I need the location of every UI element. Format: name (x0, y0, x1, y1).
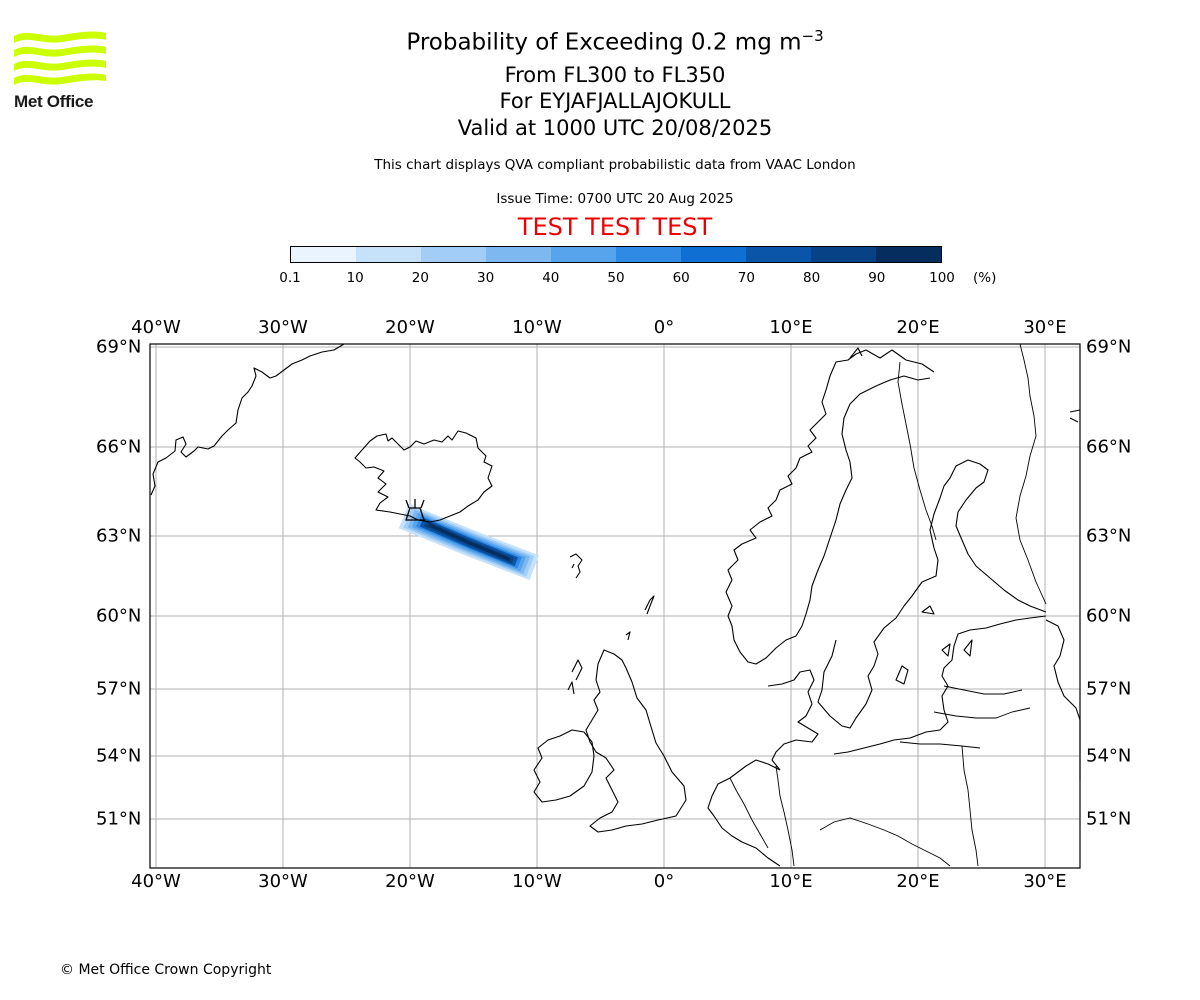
longitude-label: 10°E (769, 317, 813, 338)
colorbar-tick-label: 40 (542, 270, 560, 286)
valid-time: Valid at 1000 UTC 20/08/2025 (457, 116, 773, 140)
latitude-label: 66°N (96, 436, 142, 458)
volcano-name: For EYJAFJALLAJOKULL (499, 89, 731, 113)
gulf-of-finland-coast (833, 615, 1047, 755)
colorbar-tick-label: 10 (346, 270, 364, 286)
latitude-label: 66°N (1086, 436, 1132, 458)
longitude-label: 10°W (512, 871, 562, 892)
longitude-label: 20°E (896, 317, 940, 338)
norway-coast (725, 349, 935, 665)
faroe-islands (569, 553, 583, 579)
country-borders (729, 343, 1047, 867)
longitude-label: 20°E (896, 871, 940, 892)
latitude-label: 60°N (96, 605, 142, 627)
iceland-coast (354, 430, 493, 523)
test-banner: TEST TEST TEST (517, 213, 713, 241)
baltic-islands (895, 605, 973, 685)
ash-probability-plume (398, 503, 540, 581)
great-britain-coast (585, 649, 687, 833)
continental-coast (707, 759, 781, 867)
colorbar-segment (616, 247, 681, 262)
colorbar-tick-label: 100 (929, 270, 955, 286)
probability-colorbar (290, 246, 942, 263)
volcano-icon (405, 499, 425, 521)
sweden-finland-coast (809, 375, 1047, 729)
svalbard-hint (849, 347, 1081, 423)
longitude-label: 20°W (385, 871, 435, 892)
graticule (150, 344, 1080, 868)
latitude-label: 69°N (1086, 336, 1132, 358)
colorbar-tick-label: 50 (607, 270, 625, 286)
colorbar-segment (551, 247, 616, 262)
colorbar-segment (486, 247, 551, 262)
latitude-label: 63°N (1086, 525, 1132, 547)
colorbar-segment (291, 247, 356, 262)
longitude-label: 0° (653, 317, 675, 338)
colorbar-unit: (%) (973, 270, 997, 286)
met-office-logo: Met Office (14, 30, 109, 112)
latitude-label: 51°N (1086, 808, 1132, 830)
chart-title: Probability of Exceeding 0.2 mg m−3 (406, 27, 824, 56)
shetland-islands (625, 595, 655, 641)
map-frame (149, 343, 1081, 869)
latitude-label: 63°N (96, 525, 142, 547)
longitude-label: 30°E (1023, 871, 1067, 892)
coastlines (150, 343, 1081, 867)
colorbar-segment (681, 247, 746, 262)
denmark-coast (767, 669, 819, 771)
colorbar-segment (811, 247, 876, 262)
ireland-coast (533, 729, 595, 803)
longitude-label: 40°W (131, 317, 181, 338)
plume-probability-band (427, 523, 511, 561)
colorbar-tick-label: 0.1 (279, 270, 301, 286)
longitude-label: 40°W (131, 871, 181, 892)
colorbar-segment (421, 247, 486, 262)
colorbar-tick-label: 30 (477, 270, 495, 286)
colorbar-tick-label: 80 (803, 270, 821, 286)
latitude-label: 54°N (1086, 745, 1132, 767)
longitude-label: 0° (653, 871, 675, 892)
latitude-label: 51°N (96, 808, 142, 830)
latitude-label: 69°N (96, 336, 142, 358)
colorbar-tick-label: 20 (411, 270, 429, 286)
longitude-label: 20°W (385, 317, 435, 338)
longitude-label: 30°W (258, 317, 308, 338)
hebrides (567, 659, 583, 695)
colorbar-tick-label: 70 (737, 270, 755, 286)
longitude-label: 30°W (258, 871, 308, 892)
colorbar-tick-label: 60 (672, 270, 690, 286)
met-office-wordmark: Met Office (14, 92, 94, 111)
colorbar-segment (356, 247, 421, 262)
greenland-coast (150, 343, 345, 496)
longitude-label: 10°E (769, 871, 813, 892)
latitude-label: 54°N (96, 745, 142, 767)
longitude-label: 30°E (1023, 317, 1067, 338)
chart-description: This chart displays QVA compliant probab… (374, 157, 856, 173)
colorbar-segment (746, 247, 811, 262)
colorbar-segment (876, 247, 941, 262)
issue-time: Issue Time: 0700 UTC 20 Aug 2025 (496, 191, 734, 207)
latitude-label: 57°N (96, 678, 142, 700)
longitude-label: 10°W (512, 317, 562, 338)
flight-level-range: From FL300 to FL350 (504, 63, 726, 87)
met-office-waves-icon (14, 31, 106, 85)
latitude-label: 57°N (1086, 678, 1132, 700)
copyright-notice: © Met Office Crown Copyright (60, 962, 272, 978)
latitude-label: 60°N (1086, 605, 1132, 627)
colorbar-tick-label: 90 (868, 270, 886, 286)
